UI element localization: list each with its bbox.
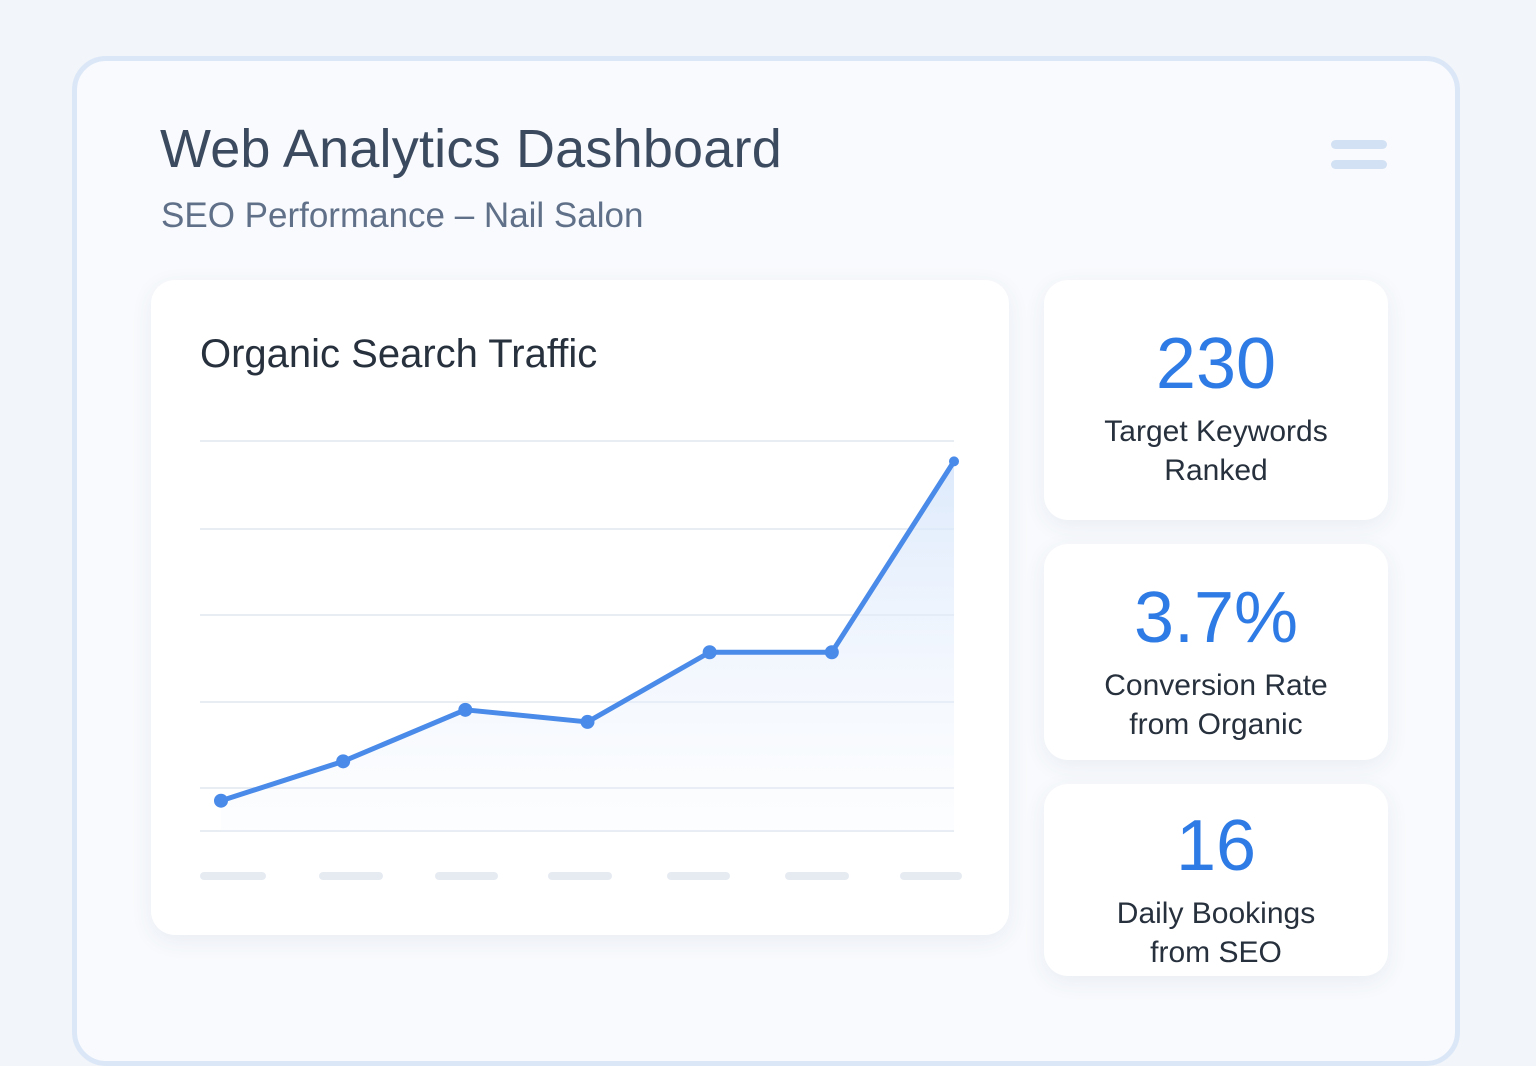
stat-card-conversion: 3.7% Conversion Rate from Organic: [1044, 544, 1388, 760]
bookings-label-line1: Daily Bookings: [1116, 897, 1316, 930]
stat-card-bookings: 16 Daily Bookings from SEO: [1044, 784, 1388, 976]
x-tick-placeholder-5: [667, 872, 730, 880]
bookings-label: Daily Bookings from SEO: [1044, 894, 1388, 972]
data-point-1: [214, 793, 228, 808]
bookings-value: 16: [1175, 806, 1257, 886]
data-point-5: [702, 645, 717, 660]
keywords-label-line1: Target Keywords: [1104, 415, 1328, 448]
conversion-value: 3.7%: [1133, 578, 1299, 658]
stat-card-keywords: 230 Target Keywords Ranked: [1044, 280, 1388, 520]
x-tick-placeholder-1: [200, 872, 266, 880]
conversion-label-line1: Conversion Rate: [1104, 669, 1328, 702]
x-tick-placeholder-3: [435, 872, 498, 880]
hamburger-menu-icon[interactable]: [1322, 132, 1396, 178]
chart-title: Organic Search Traffic: [200, 332, 598, 376]
x-tick-placeholder-6: [785, 872, 849, 880]
menu-bar-bottom: [1331, 160, 1387, 169]
data-point-2: [336, 754, 351, 769]
traffic-area: [221, 461, 954, 831]
x-tick-placeholder-2: [319, 872, 383, 880]
data-point-3: [458, 702, 473, 717]
bookings-label-line2: from SEO: [1150, 936, 1282, 969]
keywords-label-line2: Ranked: [1164, 454, 1268, 487]
page-subtitle: SEO Performance – Nail Salon: [161, 196, 644, 235]
menu-bar-top: [1331, 140, 1387, 149]
data-point-7: [949, 456, 959, 467]
x-tick-placeholder-4: [548, 872, 612, 880]
keywords-label: Target Keywords Ranked: [1044, 412, 1388, 490]
data-point-4: [580, 714, 595, 729]
page-title: Web Analytics Dashboard: [160, 119, 782, 179]
x-tick-placeholder-7: [900, 872, 962, 880]
organic-traffic-chart: [200, 440, 962, 880]
conversion-label: Conversion Rate from Organic: [1044, 666, 1388, 744]
data-point-6: [824, 645, 839, 660]
keywords-value: 230: [1155, 324, 1277, 404]
organic-traffic-chart-card: Organic Search Traffic: [151, 280, 1009, 935]
conversion-label-line2: from Organic: [1129, 708, 1303, 741]
